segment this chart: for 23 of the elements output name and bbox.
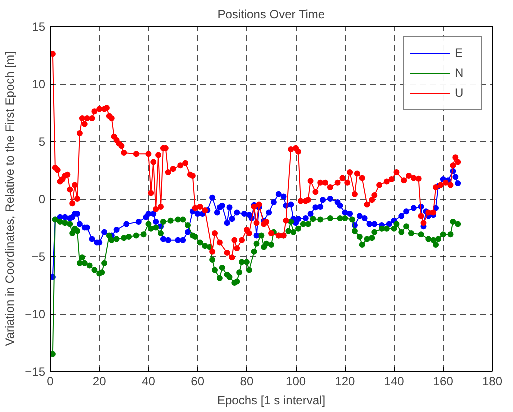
y-tick-label: 0	[38, 192, 46, 206]
y-tick-label: 15	[32, 20, 46, 34]
legend-label: N	[455, 66, 465, 80]
x-tick-label: 0	[47, 374, 54, 388]
legend-label: U	[455, 86, 465, 100]
x-axis-title: Epochs [1 s interval]	[217, 394, 326, 408]
x-tick-label: 60	[191, 374, 205, 388]
chart-title: Positions Over Time	[218, 8, 326, 22]
x-tick-label: 120	[335, 374, 356, 388]
y-tick-label: 10	[32, 78, 46, 92]
x-tick-label: 80	[240, 374, 254, 388]
x-tick-label: 180	[482, 374, 503, 388]
x-tick-label: 100	[286, 374, 306, 388]
y-tick-label: 5	[38, 135, 46, 149]
y-tick-label: −5	[32, 250, 46, 264]
legend-label: E	[455, 46, 464, 60]
x-tick-label: 40	[142, 374, 156, 388]
x-tick-label: 140	[384, 374, 405, 388]
y-tick-label: −15	[25, 365, 46, 379]
y-tick-label: −10	[25, 308, 46, 322]
x-tick-label: 160	[433, 374, 454, 388]
x-tick-label: 20	[92, 374, 107, 388]
y-axis-title: Variation in Coordinates, Relative to the First Epoch [m]	[3, 52, 18, 346]
